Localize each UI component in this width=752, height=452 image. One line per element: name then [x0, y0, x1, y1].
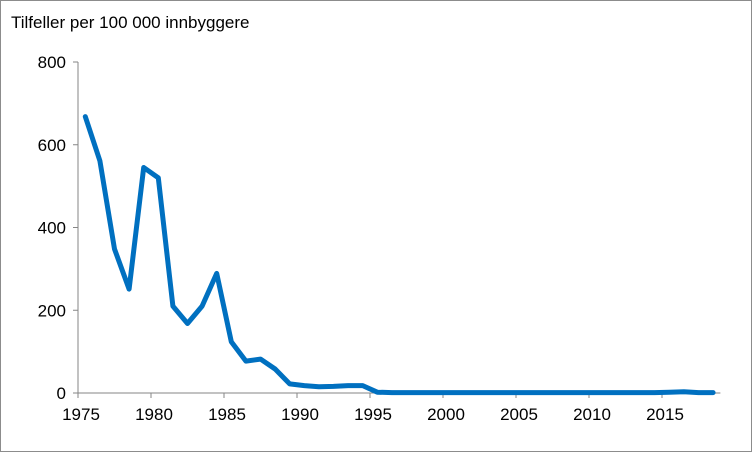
x-tick-label: 1975	[62, 405, 100, 424]
y-tick-label: 0	[57, 384, 66, 403]
x-tick-label: 2000	[427, 405, 465, 424]
x-tick-label: 1980	[135, 405, 173, 424]
chart-title: Tilfeller per 100 000 innbyggere	[11, 13, 250, 32]
x-tick-label: 1995	[354, 405, 392, 424]
series-line	[82, 114, 716, 396]
x-tick-label: 2015	[646, 405, 684, 424]
x-tick-label: 2005	[500, 405, 538, 424]
x-tick-label: 2010	[573, 405, 611, 424]
y-tick-label: 200	[38, 301, 66, 320]
y-tick-label: 600	[38, 136, 66, 155]
x-tick-label: 1990	[281, 405, 319, 424]
y-tick-label: 800	[38, 53, 66, 72]
y-tick-label: 400	[38, 219, 66, 238]
x-tick-label: 1985	[208, 405, 246, 424]
